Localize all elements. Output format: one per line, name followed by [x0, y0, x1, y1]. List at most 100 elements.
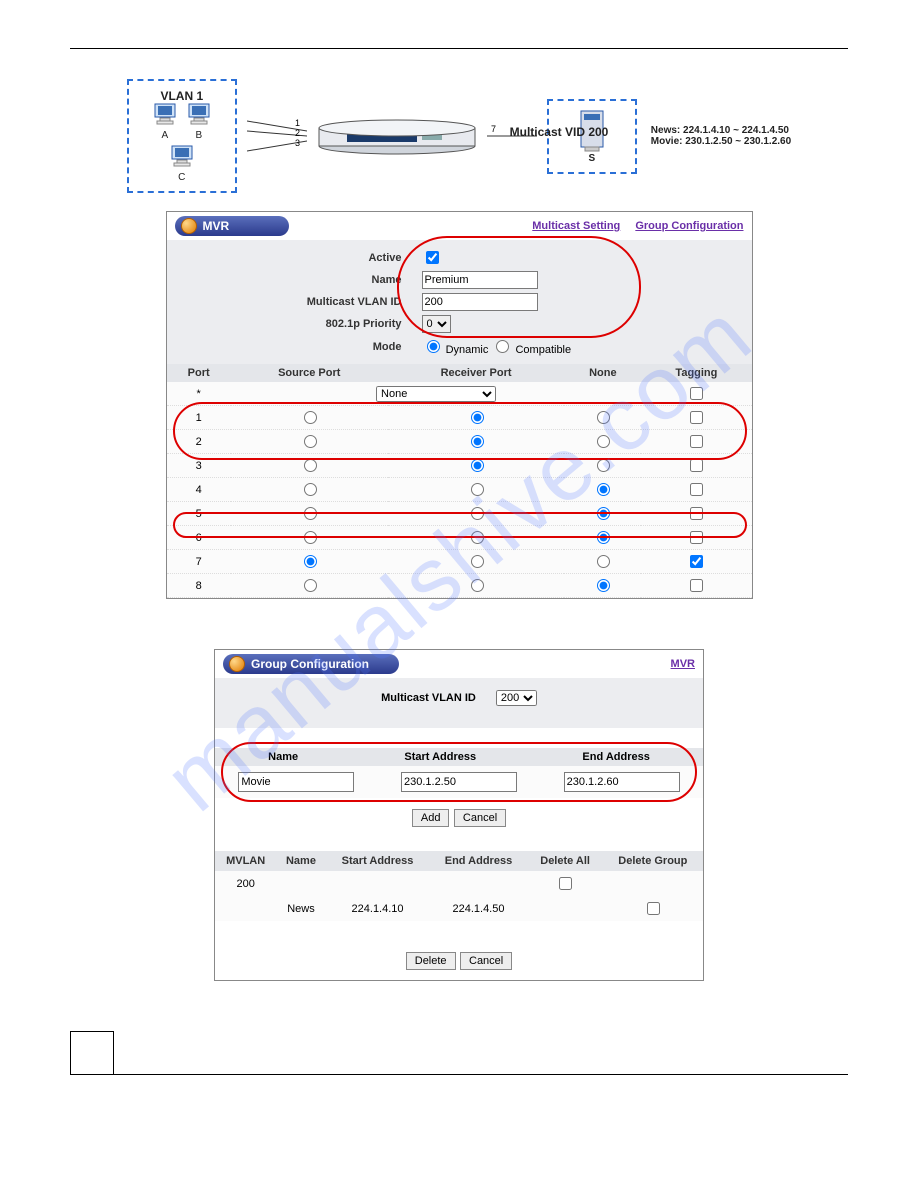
source-radio[interactable]: [304, 435, 317, 448]
ball-icon: [229, 656, 245, 672]
priority-select[interactable]: 0: [422, 315, 451, 333]
mvr-title: MVR: [203, 219, 230, 233]
source-radio[interactable]: [304, 531, 317, 544]
mode-compatible-label: Compatible: [515, 344, 571, 356]
receiver-radio[interactable]: [471, 555, 484, 568]
gc-col-name: Name: [268, 751, 298, 763]
receiver-radio[interactable]: [471, 507, 484, 520]
col-port: Port: [167, 364, 231, 382]
col-none: None: [564, 364, 641, 382]
gc-table: MVLAN Name Start Address End Address Del…: [215, 851, 703, 921]
delete-button[interactable]: Delete: [406, 952, 456, 970]
add-button[interactable]: Add: [412, 809, 450, 827]
table-row: 5: [167, 502, 752, 526]
footer-box: [70, 1031, 114, 1075]
vlan-id-label: Multicast VLAN ID: [167, 296, 422, 308]
gc-t-start: Start Address: [326, 851, 430, 871]
name-input[interactable]: [422, 271, 538, 289]
gc-t-delgrp: Delete Group: [603, 851, 703, 871]
receiver-radio[interactable]: [471, 459, 484, 472]
computer-icon: [152, 103, 178, 125]
none-radio[interactable]: [597, 555, 610, 568]
gc-input-headers: Name Start Address End Address: [215, 748, 703, 766]
computer-icon: [186, 103, 212, 125]
group-config-panel: Group Configuration MVR Multicast VLAN I…: [214, 649, 704, 981]
table-row: 1: [167, 406, 752, 430]
none-radio[interactable]: [597, 579, 610, 592]
receiver-radio[interactable]: [471, 411, 484, 424]
receiver-radio[interactable]: [471, 483, 484, 496]
mvr-panel: MVR Multicast Setting Group Configuratio…: [166, 211, 753, 599]
server-label: S: [588, 153, 595, 164]
gc-name-input[interactable]: [238, 772, 354, 792]
vlan-id-input[interactable]: [422, 293, 538, 311]
none-radio[interactable]: [597, 483, 610, 496]
top-rule: [70, 48, 848, 49]
table-row: 7: [167, 550, 752, 574]
mode-compatible-radio[interactable]: [496, 340, 509, 353]
gc-t-name: Name: [276, 851, 325, 871]
source-radio[interactable]: [304, 555, 317, 568]
link-multicast-setting[interactable]: Multicast Setting: [532, 220, 620, 232]
source-radio[interactable]: [304, 459, 317, 472]
tagging-checkbox[interactable]: [690, 555, 703, 568]
ball-icon: [181, 218, 197, 234]
none-radio[interactable]: [597, 459, 610, 472]
host-c-label: C: [169, 172, 195, 183]
footer-rule: [114, 1074, 848, 1075]
receiver-radio[interactable]: [471, 435, 484, 448]
tagging-checkbox[interactable]: [690, 387, 703, 400]
none-radio[interactable]: [597, 411, 610, 424]
mvr-title-pill: MVR: [175, 216, 290, 236]
priority-label: 802.1p Priority: [167, 318, 422, 330]
mvid-label: Multicast VID 200: [510, 125, 609, 139]
gc-start-input[interactable]: [401, 772, 517, 792]
cancel-button[interactable]: Cancel: [460, 952, 512, 970]
name-label: Name: [167, 274, 422, 286]
source-radio[interactable]: [304, 507, 317, 520]
table-row: 3: [167, 454, 752, 478]
gc-t-mvlan: MVLAN: [215, 851, 276, 871]
tagging-checkbox[interactable]: [690, 531, 703, 544]
none-radio[interactable]: [597, 435, 610, 448]
delete-all-checkbox[interactable]: [559, 877, 572, 890]
tagging-checkbox[interactable]: [690, 579, 703, 592]
tagging-checkbox[interactable]: [690, 507, 703, 520]
cancel-button[interactable]: Cancel: [454, 809, 506, 827]
col-receiver: Receiver Port: [388, 364, 565, 382]
gc-col-end: End Address: [582, 751, 649, 763]
port-table: Port Source Port Receiver Port None Tagg…: [167, 364, 752, 598]
receiver-radio[interactable]: [471, 579, 484, 592]
mode-dynamic-label: Dynamic: [446, 344, 489, 356]
bulk-select[interactable]: None: [376, 386, 496, 402]
gc-end-input[interactable]: [564, 772, 680, 792]
none-radio[interactable]: [597, 531, 610, 544]
gc-t-end: End Address: [429, 851, 527, 871]
tagging-checkbox[interactable]: [690, 435, 703, 448]
tagging-checkbox[interactable]: [690, 459, 703, 472]
col-tagging: Tagging: [641, 364, 751, 382]
mode-dynamic-radio[interactable]: [427, 340, 440, 353]
tagging-checkbox[interactable]: [690, 483, 703, 496]
none-radio[interactable]: [597, 507, 610, 520]
source-radio[interactable]: [304, 411, 317, 424]
table-row: 200: [215, 871, 703, 896]
gc-t-delall: Delete All: [528, 851, 603, 871]
gc-title: Group Configuration: [251, 657, 369, 671]
gc-vlan-select[interactable]: 200: [496, 690, 537, 706]
receiver-radio[interactable]: [471, 531, 484, 544]
table-row: News224.1.4.10224.1.4.50: [215, 896, 703, 921]
gc-title-pill: Group Configuration: [223, 654, 399, 674]
tagging-checkbox[interactable]: [690, 411, 703, 424]
link-group-configuration[interactable]: Group Configuration: [635, 220, 743, 232]
table-row: *None: [167, 382, 752, 406]
active-checkbox[interactable]: [426, 251, 439, 264]
active-label: Active: [167, 252, 422, 264]
source-radio[interactable]: [304, 483, 317, 496]
delete-group-checkbox[interactable]: [647, 902, 660, 915]
link-mvr[interactable]: MVR: [671, 658, 695, 670]
table-row: 4: [167, 478, 752, 502]
table-row: 6: [167, 526, 752, 550]
col-source: Source Port: [231, 364, 388, 382]
source-radio[interactable]: [304, 579, 317, 592]
